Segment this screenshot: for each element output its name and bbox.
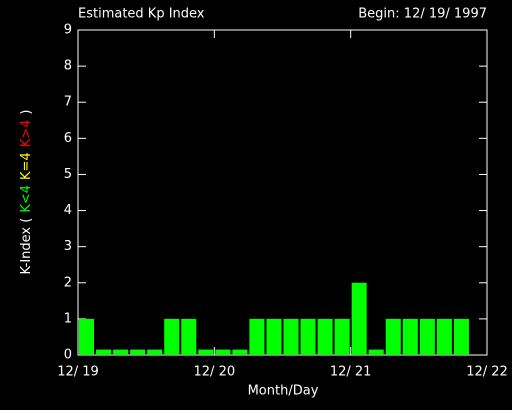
chart-title: Estimated Kp Index (78, 7, 205, 22)
bar (164, 318, 180, 355)
bar (283, 318, 299, 355)
bar (453, 318, 469, 355)
bar (232, 349, 248, 355)
y-tick-label: 3 (64, 239, 72, 254)
y-axis-label-part: K>4 (19, 120, 34, 148)
y-tick-label: 0 (64, 348, 72, 363)
y-tick-label: 6 (64, 131, 72, 146)
y-axis-label-part: ) (19, 109, 34, 114)
bar (79, 318, 95, 355)
bar (96, 349, 112, 355)
bar (198, 349, 214, 355)
bar (249, 318, 265, 355)
bar (147, 349, 163, 355)
x-tick-label: 12/ 19 (57, 365, 99, 380)
y-axis-label-part: K<4 (19, 185, 34, 213)
y-tick-label: 8 (64, 59, 72, 74)
y-axis-label-part: K-Index ( (19, 218, 34, 275)
plot-frame (77, 29, 488, 356)
x-tick-label: 12/ 22 (466, 365, 508, 380)
y-tick-label: 5 (64, 167, 72, 182)
y-axis-label-part: K=4 (19, 152, 34, 180)
x-tick-label: 12/ 21 (330, 365, 372, 380)
bar (436, 318, 452, 355)
bar (300, 318, 316, 355)
y-tick-label: 7 (64, 95, 72, 110)
bar (402, 318, 418, 355)
y-tick-label: 4 (64, 203, 72, 218)
y-tick-label: 9 (64, 23, 72, 38)
y-tick-label: 1 (64, 311, 72, 326)
bar (368, 349, 384, 355)
x-axis-label: Month/Day (248, 384, 319, 399)
y-tick-label: 2 (64, 275, 72, 290)
bar (215, 349, 231, 355)
chart-subtitle: Begin: 12/ 19/ 1997 (358, 7, 487, 22)
bar (419, 318, 435, 355)
bar (317, 318, 333, 355)
x-tick-label: 12/ 20 (194, 365, 236, 380)
bar (351, 282, 367, 355)
bar (113, 349, 129, 355)
bar (385, 318, 401, 355)
bar (181, 318, 197, 355)
bar (130, 349, 146, 355)
bar (266, 318, 282, 355)
bar (334, 318, 350, 355)
y-axis-label: K-Index ( K<4 K=4 K>4) (19, 109, 34, 274)
